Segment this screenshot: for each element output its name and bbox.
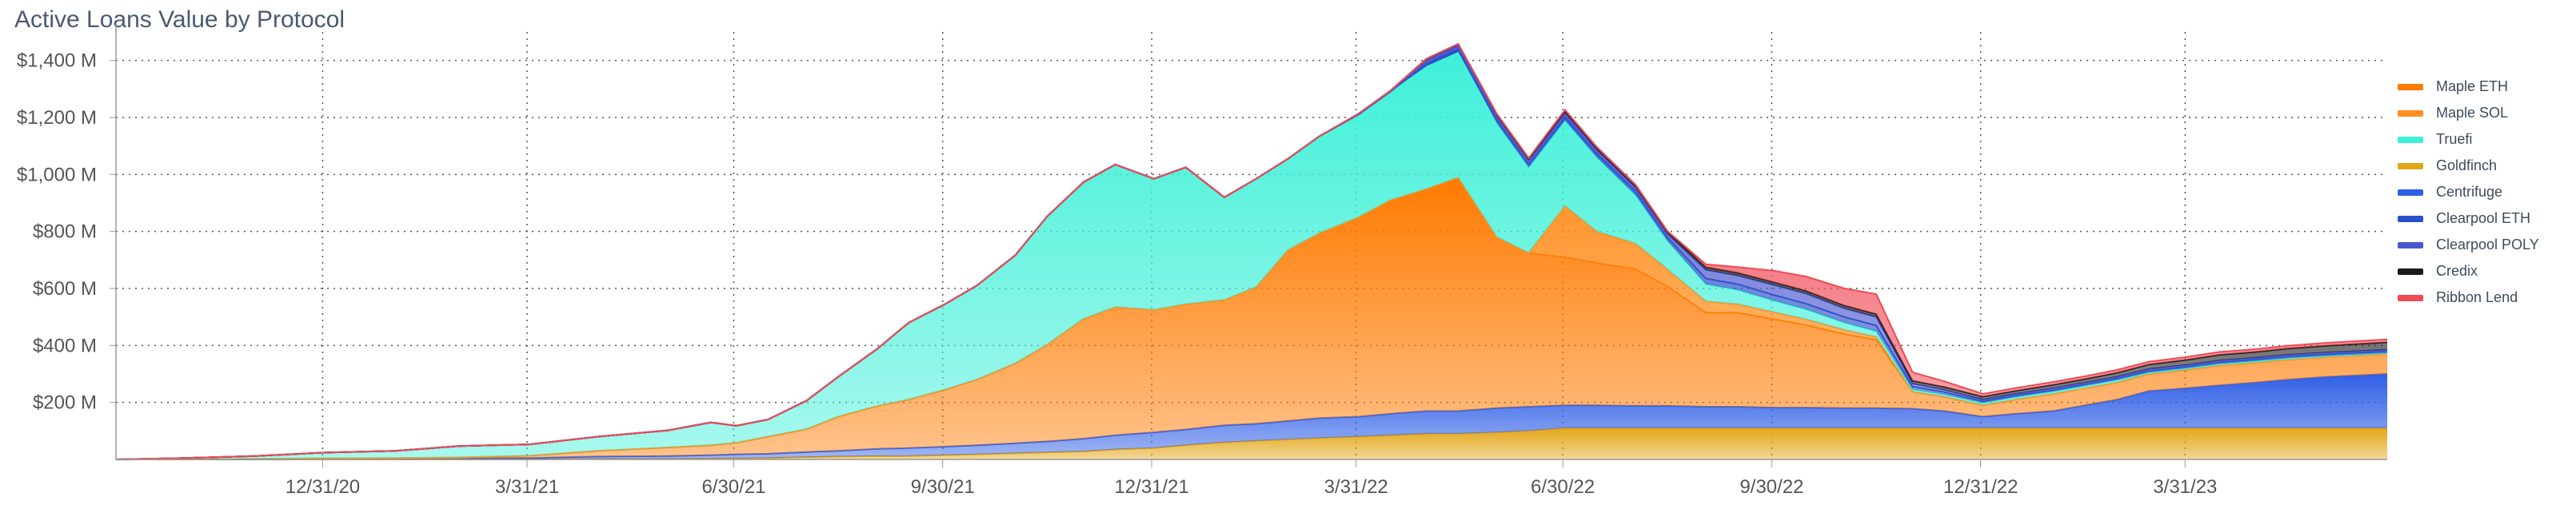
legend-swatch bbox=[2398, 109, 2423, 117]
y-tick-label: $200 M bbox=[33, 392, 97, 414]
area-truefi[interactable] bbox=[116, 52, 2387, 459]
legend-label: Credix bbox=[2436, 263, 2478, 279]
legend-item-truefi[interactable]: Truefi bbox=[2398, 126, 2570, 153]
x-tick-label: 6/30/22 bbox=[1531, 476, 1595, 498]
y-tick-label: $1,000 M bbox=[17, 164, 97, 185]
x-tick-label: 12/31/22 bbox=[1943, 476, 2018, 498]
area-layer bbox=[115, 42, 2388, 460]
legend-label: Clearpool ETH bbox=[2436, 210, 2531, 226]
y-tick-label: $1,400 M bbox=[17, 50, 97, 72]
legend-item-maple-eth[interactable]: Maple ETH bbox=[2398, 74, 2570, 100]
legend-swatch bbox=[2398, 215, 2423, 222]
legend-label: Maple ETH bbox=[2436, 78, 2509, 94]
x-tick-label: 12/31/20 bbox=[286, 476, 360, 498]
y-tick-label: $600 M bbox=[33, 278, 97, 300]
legend-label: Maple SOL bbox=[2436, 105, 2509, 121]
chart-legend: Maple ETH Maple SOL Truefi Goldfinch Centrif… bbox=[2398, 74, 2570, 311]
line-ribbon-lend bbox=[115, 42, 2388, 460]
x-tick-label: 3/31/21 bbox=[495, 476, 559, 498]
grid-layer bbox=[116, 32, 2387, 459]
axis-layer: $200 M $400 M $600 M $800 M $1,000 M $1,200 M… bbox=[17, 24, 2387, 498]
area-maple-eth[interactable] bbox=[116, 177, 2387, 459]
legend-label: Goldfinch bbox=[2436, 157, 2498, 173]
legend-item-goldfinch[interactable]: Goldfinch bbox=[2398, 153, 2570, 179]
x-tick-label: 3/31/22 bbox=[1324, 476, 1388, 498]
y-tick-label: $1,200 M bbox=[17, 107, 97, 129]
legend-label: Truefi bbox=[2436, 131, 2473, 147]
legend-label: Centrifuge bbox=[2436, 184, 2503, 200]
legend-label: Ribbon Lend bbox=[2436, 289, 2518, 305]
x-tick-label: 3/31/23 bbox=[2153, 476, 2217, 498]
legend-swatch bbox=[2398, 294, 2423, 301]
legend-item-credix[interactable]: Credix bbox=[2398, 258, 2570, 284]
legend-swatch bbox=[2398, 189, 2423, 196]
legend-swatch bbox=[2398, 241, 2423, 249]
legend-swatch bbox=[2398, 136, 2423, 143]
legend-item-ribbon-lend[interactable]: Ribbon Lend bbox=[2398, 284, 2570, 311]
legend-swatch bbox=[2398, 162, 2423, 169]
chart-title: Active Loans Value by Protocol bbox=[14, 6, 345, 33]
area-goldfinch[interactable] bbox=[116, 427, 2387, 459]
line-maple-sol bbox=[116, 176, 2388, 460]
x-tick-label: 9/30/21 bbox=[911, 476, 975, 498]
x-tick-label: 12/31/21 bbox=[1114, 476, 1188, 498]
x-tick-label: 6/30/21 bbox=[701, 476, 765, 498]
y-tick-label: $800 M bbox=[33, 221, 97, 243]
legend-swatch bbox=[2398, 83, 2423, 90]
x-tick-label: 9/30/22 bbox=[1739, 476, 1803, 498]
y-tick-label: $400 M bbox=[33, 335, 97, 356]
legend-label: Clearpool POLY bbox=[2436, 237, 2539, 252]
legend-item-centrifuge[interactable]: Centrifuge bbox=[2398, 179, 2570, 205]
legend-swatch bbox=[2398, 268, 2423, 275]
legend-item-clearpool-poly[interactable]: Clearpool POLY bbox=[2398, 232, 2570, 258]
legend-item-maple-sol[interactable]: Maple SOL bbox=[2398, 100, 2570, 126]
legend-item-clearpool-eth[interactable]: Clearpool ETH bbox=[2398, 205, 2570, 232]
area-centrifuge[interactable] bbox=[116, 374, 2387, 459]
